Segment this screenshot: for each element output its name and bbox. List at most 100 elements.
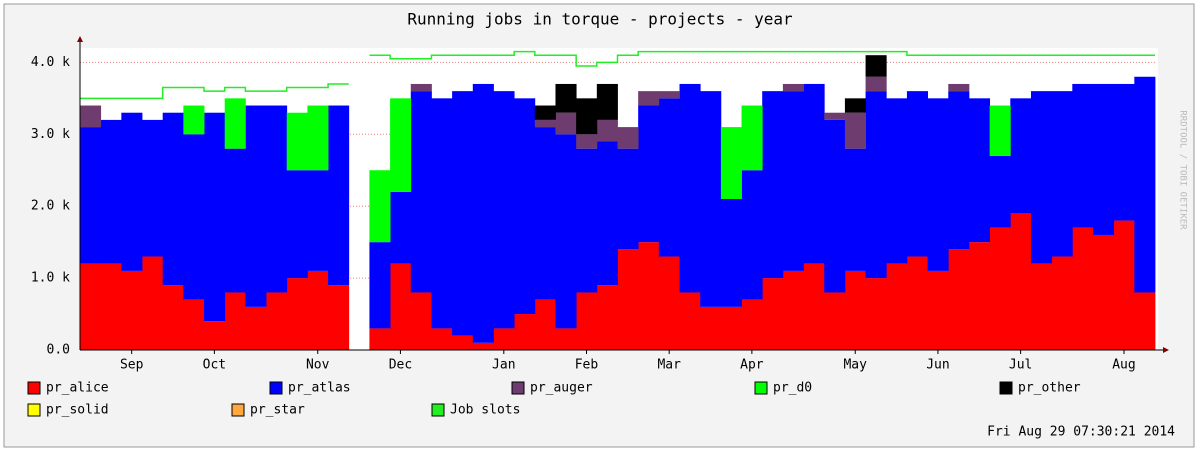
area-segment — [142, 119, 164, 257]
line — [80, 50, 1155, 100]
area-segment — [100, 119, 122, 264]
x-tick-label: Jan — [492, 358, 515, 373]
area-segment — [782, 270, 804, 350]
area-segment — [410, 83, 432, 92]
area-segment — [720, 199, 742, 307]
area-segment — [617, 148, 639, 250]
x-tick-label: Jul — [1009, 358, 1032, 373]
area-segment — [1010, 98, 1032, 214]
area-segment — [307, 270, 329, 350]
area-segment — [617, 249, 639, 350]
area-segment — [555, 112, 577, 135]
area-segment — [865, 278, 887, 350]
area-segment — [534, 119, 556, 128]
watermark: RRDTOOL / TOBI OETIKER — [1178, 110, 1188, 230]
legend-label: pr_auger — [530, 381, 593, 396]
area-segment — [452, 91, 474, 336]
area-segment — [410, 91, 432, 293]
area-segment — [803, 83, 825, 264]
area-segment — [183, 299, 205, 350]
area-segment — [100, 263, 122, 350]
area-segment — [390, 191, 412, 264]
chart-title: Running jobs in torque - projects - year — [407, 10, 793, 29]
area-segment — [741, 170, 763, 300]
area-segment — [307, 170, 329, 271]
area-segment — [1113, 220, 1135, 350]
area-segment — [1113, 83, 1135, 221]
area-segment — [596, 141, 618, 286]
y-arrow — [77, 36, 83, 42]
area-segment — [1051, 91, 1073, 257]
x-tick-label: Jun — [926, 358, 949, 373]
area-segment — [493, 328, 515, 350]
area-segment — [679, 292, 701, 350]
area-segment — [824, 292, 846, 350]
area-segment — [183, 134, 205, 300]
area-segment — [431, 98, 453, 329]
area-segment — [162, 112, 184, 286]
legend-swatch — [754, 381, 768, 395]
area-segment — [782, 83, 804, 92]
area-segment — [369, 170, 391, 243]
area-segment — [576, 292, 598, 350]
area-segment — [204, 112, 226, 322]
area-segment — [782, 91, 804, 271]
area-segment — [369, 328, 391, 350]
area-segment — [472, 342, 494, 350]
legend-label: pr_d0 — [773, 381, 812, 396]
area-segment — [576, 98, 598, 135]
area-segment — [1072, 227, 1094, 350]
area-segment — [844, 112, 866, 149]
area-segment — [493, 91, 515, 329]
area-segment — [390, 263, 412, 350]
area-segment — [410, 292, 432, 350]
area-segment — [328, 105, 350, 286]
area-segment — [762, 278, 784, 350]
area-segment — [224, 148, 246, 293]
area-segment — [142, 256, 164, 350]
legend-label: Job slots — [450, 403, 520, 418]
area-segment — [224, 98, 246, 149]
area-segment — [80, 263, 102, 350]
area-segment — [886, 263, 908, 350]
area-segment — [555, 134, 577, 329]
area-segment — [658, 256, 680, 350]
area-segment — [224, 292, 246, 350]
area-segment — [741, 299, 763, 350]
area-segment — [596, 83, 618, 120]
y-tick-label: 1.0 k — [31, 271, 70, 286]
area-segment — [1092, 234, 1115, 350]
area-segment — [927, 98, 949, 271]
area-segment — [431, 328, 453, 350]
area-segment — [266, 292, 288, 350]
area-segment — [534, 127, 556, 300]
area-segment — [245, 306, 267, 350]
area-segment — [989, 227, 1011, 350]
x-tick-label: Feb — [575, 358, 599, 373]
area-segment — [183, 105, 205, 135]
area-segment — [989, 155, 1011, 228]
x-tick-label: Aug — [1112, 358, 1135, 373]
area-segment — [824, 112, 846, 120]
area-segment — [121, 112, 143, 271]
y-tick-label: 3.0 k — [31, 127, 70, 142]
legend-swatch — [431, 403, 445, 417]
area-segment — [286, 278, 308, 350]
area-segment — [328, 285, 350, 350]
legend-swatch — [231, 403, 245, 417]
area-segment — [906, 256, 928, 350]
timestamp: Fri Aug 29 07:30:21 2014 — [987, 425, 1175, 440]
area-segment — [534, 105, 556, 120]
area-segment — [452, 335, 474, 350]
area-segment — [948, 83, 970, 92]
area-segment — [596, 285, 618, 350]
x-tick-label: May — [843, 358, 867, 373]
area-segment — [1134, 76, 1156, 293]
area-segment — [1072, 83, 1094, 228]
area-segment — [514, 314, 536, 350]
area-segment — [865, 76, 887, 92]
area-segment — [286, 170, 308, 279]
x-tick-label: Nov — [306, 358, 330, 373]
area-segment — [658, 91, 680, 99]
area-segment — [1010, 213, 1032, 350]
